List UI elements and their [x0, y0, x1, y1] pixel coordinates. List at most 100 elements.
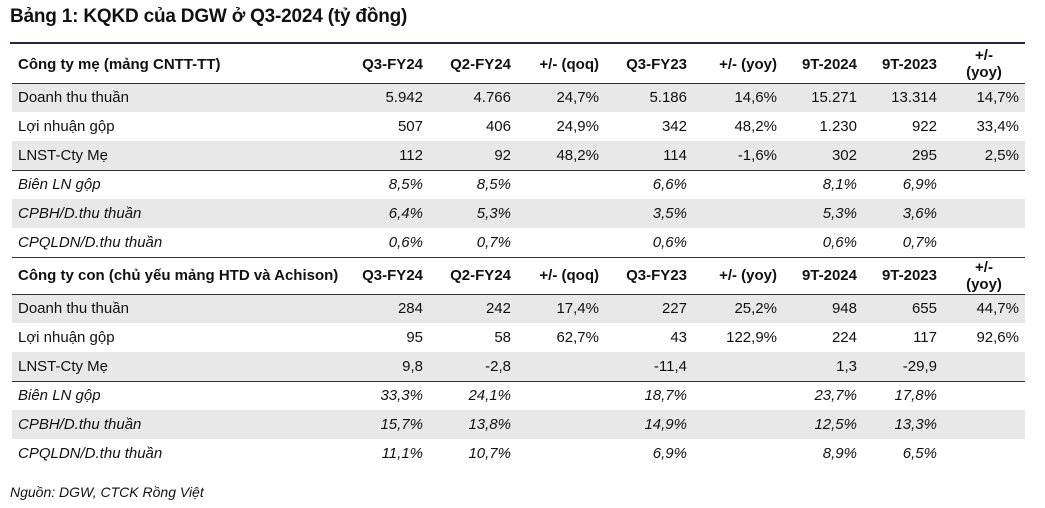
cell-yoy-change	[693, 169, 783, 199]
cell-q3-fy23: 3,5%	[605, 199, 693, 228]
column-header-9t-yoy-change: +/- (yoy)	[943, 256, 1025, 294]
cell-9t-2024: 948	[783, 293, 863, 323]
table-row: Doanh thu thuần 284 242 17,4% 227 25,2% 948 655…	[12, 293, 1025, 323]
cell-9t-2024: 8,9%	[822, 445, 857, 462]
cell-9t-2023: -29,9	[863, 352, 943, 381]
cell-9t-2023: 17,8%	[863, 380, 943, 410]
cell-q3-fy23: 227	[605, 293, 693, 323]
cell-q3-fy24: 112	[342, 141, 429, 170]
cell-q3-fy24: 8,5%	[342, 169, 429, 199]
cell-q3-fy23: 342	[661, 118, 687, 135]
cell-qoq-change: 24,7%	[517, 82, 605, 112]
cell-q3-fy23: 6,9%	[652, 445, 687, 462]
top-rule	[10, 42, 1025, 44]
cell-q2-fy24: 13,8%	[429, 410, 517, 439]
cell-q2-fy24: 24,1%	[429, 380, 517, 410]
section-header-row: Công ty con (chủ yếu mảng HTD và Achison…	[12, 256, 1025, 294]
cell-q3-fy24: 507	[397, 118, 423, 135]
cell-q2-fy24: 10,7%	[468, 445, 511, 462]
cell-q2-fy24: 406	[485, 118, 511, 135]
cell-yoy-change: -1,6%	[693, 141, 783, 170]
cell-q3-fy23: 6,6%	[605, 169, 693, 199]
cell-9t-2024: 1.230	[819, 118, 857, 135]
cell-q2-fy24: -2,8	[429, 352, 517, 381]
cell-9t-2023: 3,6%	[863, 199, 943, 228]
cell-9t-yoy-change	[943, 380, 1025, 410]
cell-q3-fy24: 0,6%	[388, 233, 423, 251]
cell-qoq-change	[517, 380, 605, 410]
cell-9t-2024: 224	[831, 329, 857, 346]
cell-q3-fy23: 18,7%	[605, 380, 693, 410]
cell-yoy-change	[693, 228, 783, 257]
column-header-qoq-change: +/- (qoq)	[539, 55, 599, 73]
table-row: Biên LN gộp 8,5% 8,5% 6,6% 8,1% 6,9%	[12, 169, 1025, 199]
cell-q3-fy24: 11,1%	[381, 445, 423, 462]
column-header-9t-2024: 9T-2024	[801, 55, 857, 73]
cell-9t-yoy-change: 2,5%	[943, 141, 1025, 170]
table-row: CPBH/D.thu thuần 15,7% 13,8% 14,9% 12,5% 13,3…	[12, 410, 1025, 439]
cell-9t-2024: 1,3	[783, 352, 863, 381]
cell-q2-fy24: 5,3%	[429, 199, 517, 228]
cell-yoy-change: 25,2%	[693, 293, 783, 323]
cell-9t-2024: 0,6%	[822, 233, 857, 251]
cell-9t-yoy-change	[943, 199, 1025, 228]
section-header-row: Công ty mẹ (mảng CNTT-TT) Q3-FY24 Q2-FY24 +…	[12, 46, 1025, 83]
cell-9t-yoy-change: 33,4%	[976, 118, 1019, 135]
row-label: Biên LN gộp	[12, 380, 342, 410]
cell-9t-2024: 15.271	[783, 82, 863, 112]
cell-9t-2023: 6,9%	[863, 169, 943, 199]
cell-q2-fy24: 8,5%	[429, 169, 517, 199]
cell-yoy-change	[693, 352, 783, 381]
cell-q2-fy24: 4.766	[429, 82, 517, 112]
cell-q3-fy24: 284	[342, 293, 429, 323]
column-header-9t-2023: 9T-2023	[881, 55, 937, 73]
cell-qoq-change: 62,7%	[556, 329, 599, 346]
column-header-q3-fy24: Q3-FY24	[342, 256, 429, 294]
cell-9t-2023: 295	[863, 141, 943, 170]
cell-yoy-change	[693, 380, 783, 410]
source-note: Nguồn: DGW, CTCK Rồng Việt	[10, 484, 204, 500]
column-header-9t-2023: 9T-2023	[863, 256, 943, 294]
cell-9t-yoy-change	[943, 439, 1025, 468]
cell-9t-yoy-change: 44,7%	[943, 293, 1025, 323]
cell-9t-2023: 922	[911, 118, 937, 135]
table-row: LNST-Cty Mẹ 9,8 -2,8 -11,4 1,3 -29,9	[12, 352, 1025, 381]
cell-q3-fy23: 5.186	[605, 82, 693, 112]
cell-qoq-change	[517, 199, 605, 228]
cell-q2-fy24: 242	[429, 293, 517, 323]
cell-9t-yoy-change	[943, 410, 1025, 439]
cell-qoq-change	[517, 439, 605, 468]
table-row: Lợi nhuận gộp 507 406 24,9% 342 48,2% 1.230 922…	[12, 112, 1025, 141]
column-header-9t-2024: 9T-2024	[783, 256, 863, 294]
row-label: Doanh thu thuần	[12, 293, 342, 323]
table-row: CPQLDN/D.thu thuần 0,6% 0,7% 0,6% 0,6% 0,7%	[12, 228, 1025, 257]
cell-q3-fy24: 9,8	[342, 352, 429, 381]
column-header-q3-fy23: Q3-FY23	[626, 55, 687, 73]
section-title: Công ty con (chủ yếu mảng HTD và Achison…	[12, 256, 342, 294]
column-header-q3-fy23: Q3-FY23	[605, 256, 693, 294]
cell-9t-2023: 13.314	[863, 82, 943, 112]
cell-q3-fy24: 6,4%	[342, 199, 429, 228]
row-label: Lợi nhuận gộp	[18, 118, 115, 135]
cell-q2-fy24: 58	[494, 329, 511, 346]
cell-qoq-change: 24,9%	[556, 118, 599, 135]
table-row: LNST-Cty Mẹ 112 92 48,2% 114 -1,6% 302 295 2,5%	[12, 141, 1025, 170]
cell-9t-2023: 6,5%	[902, 445, 937, 462]
cell-q3-fy24: 95	[406, 329, 423, 346]
table-row: Biên LN gộp 33,3% 24,1% 18,7% 23,7% 17,8%	[12, 380, 1025, 410]
cell-q3-fy23: -11,4	[605, 352, 693, 381]
column-header-qoq-change: +/- (qoq)	[517, 256, 605, 294]
cell-9t-2024: 12,5%	[783, 410, 863, 439]
cell-yoy-change	[693, 439, 783, 468]
cell-qoq-change	[517, 410, 605, 439]
table-row: Doanh thu thuần 5.942 4.766 24,7% 5.186 14,6%…	[12, 82, 1025, 112]
cell-9t-yoy-change: 92,6%	[976, 329, 1019, 346]
cell-9t-2024: 5,3%	[783, 199, 863, 228]
cell-q3-fy23: 114	[605, 141, 693, 170]
cell-q3-fy23: 0,6%	[652, 233, 687, 251]
cell-yoy-change: 48,2%	[734, 118, 777, 135]
table-row: Lợi nhuận gộp 95 58 62,7% 43 122,9% 224 117 92,6…	[12, 323, 1025, 352]
cell-q2-fy24: 0,7%	[476, 233, 511, 251]
cell-q3-fy24: 15,7%	[342, 410, 429, 439]
cell-yoy-change: 122,9%	[726, 329, 777, 346]
